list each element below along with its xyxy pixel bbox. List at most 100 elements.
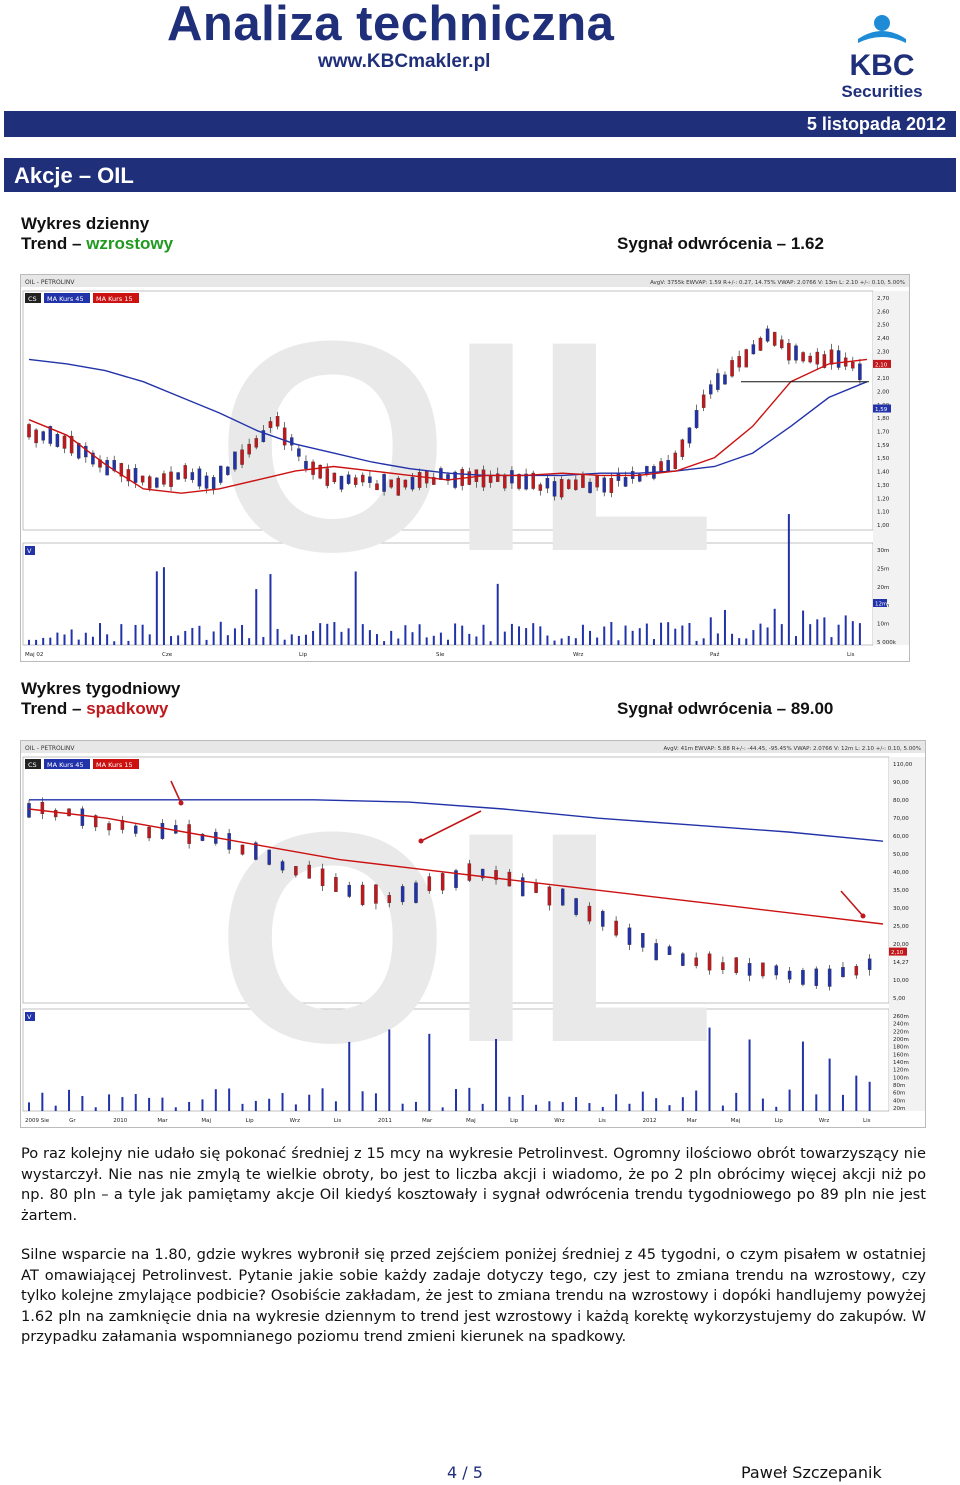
volume-bar — [560, 638, 563, 645]
candle-body — [588, 481, 592, 494]
volume-bar — [794, 636, 797, 645]
x-axis-label: Maj 02 — [25, 652, 43, 658]
candle-body — [297, 448, 301, 457]
candle-body — [134, 825, 138, 834]
candle-body — [517, 473, 521, 489]
x-axis-label: Lip — [246, 1118, 255, 1124]
volume-bar — [667, 622, 670, 645]
chart-info: AvgV: 3755k EWVAP: 1.59 R+/-: 0.27, 14.7… — [650, 280, 905, 286]
watermark-text: OIL — [216, 769, 716, 1105]
volume-bar — [268, 1098, 271, 1111]
price-tick-label: 1,00 — [877, 523, 890, 529]
candle-body — [187, 824, 191, 844]
volume-bar — [816, 619, 819, 645]
volume-bar — [596, 637, 599, 645]
x-axis-label: Mar — [157, 1118, 168, 1124]
website-link[interactable]: www.KBCmakler.pl — [318, 51, 491, 72]
candle-body — [614, 920, 618, 936]
volume-bar — [454, 623, 457, 645]
candle-body — [524, 473, 528, 490]
x-axis-label: 2009 Sie — [25, 1118, 50, 1124]
volume-bar — [219, 621, 222, 645]
candle-body — [339, 475, 344, 490]
candle-body — [814, 968, 819, 986]
legend-label: CS — [28, 761, 37, 769]
weekly-reversal-signal: Sygnał odwrócenia – 89.00 — [617, 699, 834, 718]
candle-body — [387, 895, 392, 903]
candle-body — [687, 427, 692, 444]
candle-body — [417, 472, 422, 488]
volume-bar — [441, 1107, 444, 1111]
candle-body — [815, 351, 820, 365]
price-tick-label: 1,50 — [877, 456, 890, 462]
candle-body — [480, 868, 485, 879]
volume-bar — [347, 628, 350, 645]
report-date: 5 listopada 2012 — [806, 114, 946, 134]
volume-bar — [525, 628, 528, 645]
volume-bar — [761, 1098, 764, 1111]
volume-bar — [553, 640, 556, 645]
candle-body — [290, 437, 294, 446]
candle-body — [794, 345, 798, 361]
candle-body — [827, 968, 832, 987]
candle-body — [440, 873, 445, 891]
volume-bar — [432, 635, 435, 645]
volume-bar — [68, 1089, 71, 1111]
volume-bar — [589, 630, 592, 645]
marker-price-box — [873, 404, 891, 413]
candle-body — [280, 861, 285, 871]
volume-bar — [56, 632, 59, 645]
volume-bar — [214, 1089, 217, 1111]
volume-bar — [858, 623, 861, 645]
annotation-arrow — [170, 780, 182, 804]
candle-body — [27, 803, 31, 818]
volume-bar — [468, 1087, 471, 1111]
price-tick-label: 1,30 — [877, 483, 890, 489]
chart-info: AvgV: 41m EWVAP: 5.88 R+/-: -44.45, -95.… — [663, 746, 921, 752]
volume-marker-label: 12m — [875, 602, 887, 608]
volume-bar — [281, 1093, 284, 1111]
volume-bar — [297, 635, 300, 645]
candle-body — [454, 870, 458, 888]
annotation-arrow — [840, 890, 864, 917]
ma45-line — [28, 358, 868, 477]
volume-bar — [155, 571, 158, 645]
candle-body — [41, 431, 45, 441]
volume-bar — [361, 1091, 364, 1111]
x-axis-label: Gr — [69, 1118, 76, 1124]
x-axis-label: 2011 — [378, 1118, 392, 1124]
volume-bar — [709, 617, 712, 645]
chart-ticker: OIL - PETROLINV — [25, 279, 75, 286]
volume-bar — [489, 641, 492, 645]
volume-bar — [674, 628, 677, 645]
weekly-trend: Trend – spadkowy — [21, 699, 168, 719]
section-bar: Akcje – OIL — [4, 158, 956, 192]
volume-bar — [63, 634, 66, 645]
candle-body — [133, 467, 138, 483]
volume-bar — [510, 623, 513, 645]
volume-bar — [212, 631, 215, 645]
volume-tick-label: 80m — [893, 1083, 905, 1089]
volume-tick-label: 160m — [893, 1052, 909, 1058]
candle-body — [233, 451, 237, 470]
candle-body — [160, 822, 165, 839]
volume-bar — [308, 1094, 311, 1111]
volume-bar — [780, 624, 783, 645]
volume-bar — [828, 1058, 831, 1111]
candle-body — [645, 466, 649, 475]
price-tick-label: 2,70 — [877, 296, 890, 302]
price-tick-label: 2,10 — [877, 376, 890, 382]
candle-body — [318, 464, 322, 479]
report-title: Analiza techniczna — [167, 0, 615, 51]
volume-bar — [503, 631, 506, 645]
candle-body — [334, 877, 338, 892]
volume-bar — [191, 627, 194, 645]
volume-bar — [141, 624, 144, 645]
candle-body — [48, 426, 53, 444]
volume-bar — [809, 624, 812, 645]
candle-body — [637, 474, 642, 482]
candle-body — [140, 475, 145, 483]
candle-body — [282, 427, 287, 446]
candle-body — [587, 905, 592, 922]
price-tick-label: 2,50 — [877, 323, 890, 329]
